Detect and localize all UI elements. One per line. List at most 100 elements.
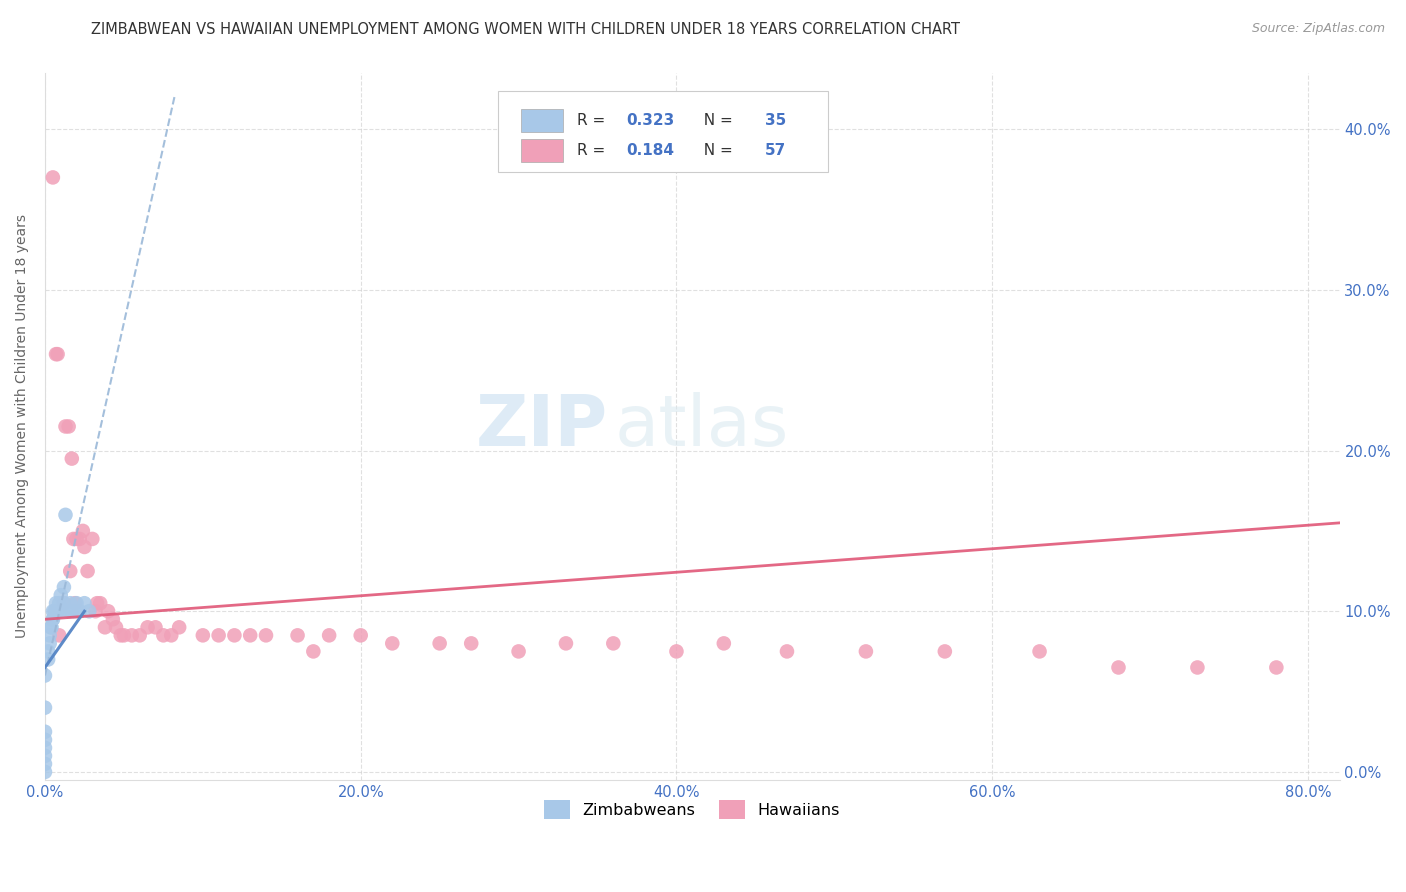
- Point: [58, 419, 80, 434]
- Point: [239, 628, 262, 642]
- Point: [46, 347, 69, 361]
- Point: [121, 628, 143, 642]
- Point: [42, 170, 65, 185]
- Point: [72, 524, 94, 538]
- Point: [84, 604, 107, 618]
- Point: [1187, 660, 1209, 674]
- Point: [59, 596, 82, 610]
- Point: [160, 628, 183, 642]
- Text: Source: ZipAtlas.com: Source: ZipAtlas.com: [1251, 22, 1385, 36]
- Point: [94, 620, 117, 634]
- Point: [86, 596, 108, 610]
- Point: [52, 596, 75, 610]
- Point: [37, 644, 59, 658]
- Point: [59, 564, 82, 578]
- Point: [48, 596, 70, 610]
- Point: [1108, 660, 1130, 674]
- Point: [76, 564, 98, 578]
- Text: 0.323: 0.323: [626, 113, 675, 128]
- FancyBboxPatch shape: [522, 109, 562, 132]
- Point: [44, 604, 66, 618]
- Point: [34, 732, 56, 747]
- Point: [39, 620, 62, 634]
- Text: N =: N =: [693, 144, 737, 158]
- Point: [855, 644, 877, 658]
- Point: [89, 596, 111, 610]
- Point: [49, 588, 72, 602]
- Point: [69, 604, 91, 618]
- Point: [254, 628, 277, 642]
- Point: [48, 628, 70, 642]
- Legend: Zimbabweans, Hawaiians: Zimbabweans, Hawaiians: [538, 794, 846, 825]
- Point: [224, 628, 246, 642]
- Point: [287, 628, 309, 642]
- Point: [65, 532, 87, 546]
- Point: [55, 508, 77, 522]
- Point: [128, 628, 150, 642]
- Point: [350, 628, 373, 642]
- Point: [55, 419, 77, 434]
- Point: [42, 612, 65, 626]
- Point: [63, 604, 86, 618]
- Point: [39, 620, 62, 634]
- Point: [52, 596, 75, 610]
- FancyBboxPatch shape: [498, 91, 828, 172]
- Point: [45, 596, 67, 610]
- Point: [934, 644, 956, 658]
- Point: [381, 636, 404, 650]
- Point: [776, 644, 799, 658]
- Point: [34, 668, 56, 682]
- Point: [110, 628, 132, 642]
- Text: R =: R =: [576, 113, 610, 128]
- Point: [77, 604, 100, 618]
- Point: [49, 604, 72, 618]
- Point: [318, 628, 340, 642]
- Point: [191, 628, 214, 642]
- Point: [460, 636, 482, 650]
- Point: [46, 604, 69, 618]
- Point: [52, 580, 75, 594]
- Point: [45, 347, 67, 361]
- Point: [34, 764, 56, 779]
- Point: [1028, 644, 1050, 658]
- Point: [1265, 660, 1288, 674]
- Point: [713, 636, 735, 650]
- Point: [60, 604, 83, 618]
- Text: ZIMBABWEAN VS HAWAIIAN UNEMPLOYMENT AMONG WOMEN WITH CHILDREN UNDER 18 YEARS COR: ZIMBABWEAN VS HAWAIIAN UNEMPLOYMENT AMON…: [91, 22, 960, 37]
- Text: R =: R =: [576, 144, 610, 158]
- Text: N =: N =: [693, 113, 737, 128]
- Point: [34, 724, 56, 739]
- Point: [65, 596, 87, 610]
- Point: [429, 636, 451, 650]
- Point: [63, 596, 86, 610]
- FancyBboxPatch shape: [522, 139, 562, 162]
- Point: [112, 628, 135, 642]
- Point: [62, 532, 84, 546]
- Point: [602, 636, 624, 650]
- Point: [34, 748, 56, 763]
- Point: [555, 636, 578, 650]
- Point: [508, 644, 530, 658]
- Point: [34, 700, 56, 714]
- Text: 0.184: 0.184: [626, 144, 675, 158]
- Point: [42, 604, 65, 618]
- Point: [136, 620, 159, 634]
- Point: [167, 620, 190, 634]
- Y-axis label: Unemployment Among Women with Children Under 18 years: Unemployment Among Women with Children U…: [15, 214, 30, 639]
- Text: ZIP: ZIP: [475, 392, 609, 461]
- Point: [73, 596, 96, 610]
- Point: [69, 532, 91, 546]
- Point: [37, 652, 59, 666]
- Point: [207, 628, 229, 642]
- Point: [45, 604, 67, 618]
- Point: [60, 451, 83, 466]
- Point: [34, 740, 56, 755]
- Point: [82, 532, 104, 546]
- Point: [302, 644, 325, 658]
- Point: [42, 612, 65, 626]
- Point: [58, 604, 80, 618]
- Point: [665, 644, 688, 658]
- Point: [38, 636, 60, 650]
- Text: 57: 57: [765, 144, 786, 158]
- Point: [145, 620, 167, 634]
